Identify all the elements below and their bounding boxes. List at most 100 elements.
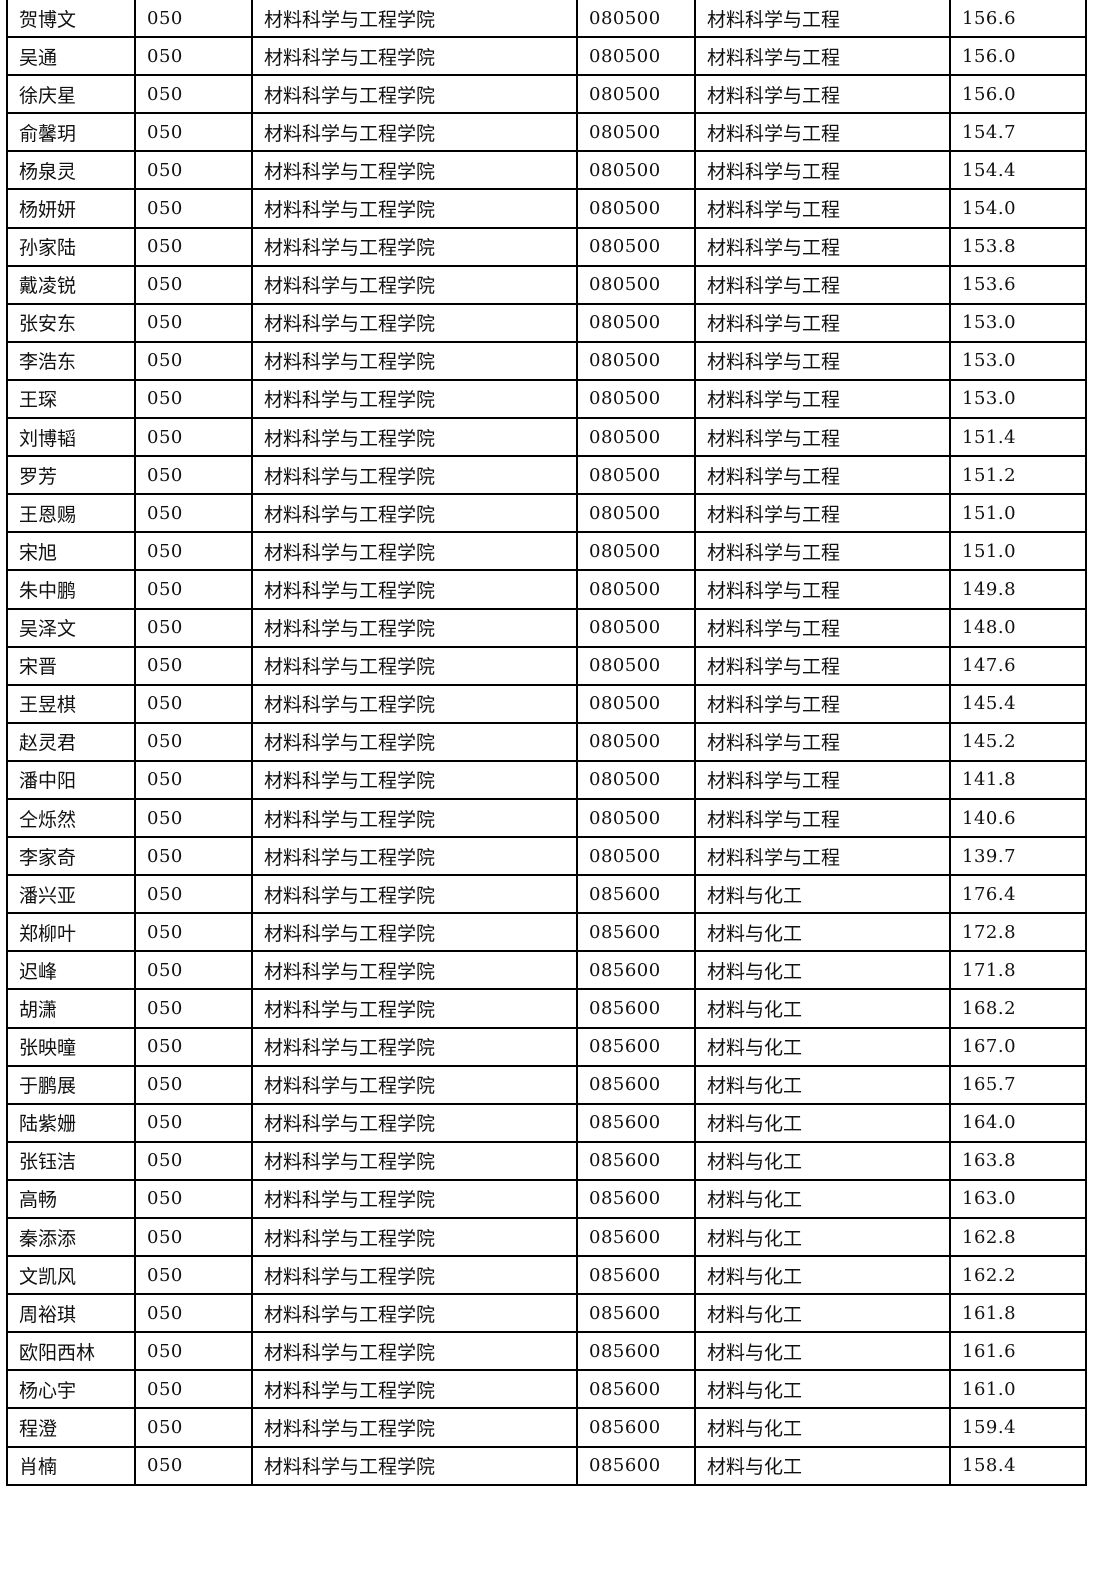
score-cell: 168.2 <box>949 988 1087 1029</box>
student-name-cell: 胡潇 <box>6 988 136 1029</box>
school-code-cell: 050 <box>134 531 253 572</box>
major-name-cell: 材料与化工 <box>694 1064 951 1105</box>
school-code-cell: 050 <box>134 950 253 991</box>
score-table: 贺博文 050 材料科学与工程学院 080500 材料科学与工程 156.6 吴通 050 材料… <box>6 0 1087 1486</box>
score-cell: 156.0 <box>949 36 1087 77</box>
school-code-cell: 050 <box>134 378 253 420</box>
school-name-cell: 材料科学与工程学院 <box>251 417 578 458</box>
table-row: 张钰洁 050 材料科学与工程学院 085600 材料与化工 163.8 <box>6 1140 1087 1181</box>
student-name-cell: 戴凌锐 <box>6 264 136 305</box>
school-code-cell: 050 <box>134 645 253 686</box>
table-row: 于鹏展 050 材料科学与工程学院 085600 材料与化工 165.7 <box>6 1064 1087 1105</box>
major-name-cell: 材料与化工 <box>694 1293 951 1334</box>
student-name-cell: 高畅 <box>6 1178 136 1220</box>
student-name-cell: 杨妍妍 <box>6 188 136 229</box>
score-cell: 154.0 <box>949 188 1087 229</box>
student-name-cell: 迟峰 <box>6 950 136 991</box>
school-code-cell: 050 <box>134 150 253 191</box>
major-code-cell: 085600 <box>576 950 696 991</box>
major-name-cell: 材料与化工 <box>694 874 951 915</box>
major-code-cell: 080500 <box>576 417 696 458</box>
major-code-cell: 085600 <box>576 1445 696 1486</box>
school-code-cell: 050 <box>134 1331 253 1372</box>
school-code-cell: 050 <box>134 683 253 724</box>
table-row: 郑柳叶 050 材料科学与工程学院 085600 材料与化工 172.8 <box>6 912 1087 953</box>
student-name-cell: 张安东 <box>6 302 136 343</box>
major-name-cell: 材料科学与工程 <box>694 683 951 724</box>
major-name-cell: 材料与化工 <box>694 1140 951 1181</box>
school-name-cell: 材料科学与工程学院 <box>251 683 578 724</box>
score-table-body: 贺博文 050 材料科学与工程学院 080500 材料科学与工程 156.6 吴通 050 材料… <box>6 0 1087 1486</box>
score-cell: 171.8 <box>949 950 1087 991</box>
table-row: 吴泽文 050 材料科学与工程学院 080500 材料科学与工程 148.0 <box>6 607 1087 648</box>
school-name-cell: 材料科学与工程学院 <box>251 1369 578 1410</box>
major-code-cell: 085600 <box>576 1331 696 1372</box>
table-row: 文凯风 050 材料科学与工程学院 085600 材料与化工 162.2 <box>6 1255 1087 1296</box>
score-cell: 164.0 <box>949 1102 1087 1143</box>
major-name-cell: 材料科学与工程 <box>694 797 951 839</box>
school-name-cell: 材料科学与工程学院 <box>251 226 578 267</box>
school-name-cell: 材料科学与工程学院 <box>251 340 578 381</box>
student-name-cell: 王昱棋 <box>6 683 136 724</box>
school-name-cell: 材料科学与工程学院 <box>251 721 578 762</box>
school-code-cell: 050 <box>134 188 253 229</box>
school-code-cell: 050 <box>134 1255 253 1296</box>
student-name-cell: 潘兴亚 <box>6 874 136 915</box>
school-code-cell: 050 <box>134 836 253 877</box>
table-row: 俞馨玥 050 材料科学与工程学院 080500 材料科学与工程 154.7 <box>6 112 1087 153</box>
major-name-cell: 材料科学与工程 <box>694 455 951 496</box>
table-row: 杨心宇 050 材料科学与工程学院 085600 材料与化工 161.0 <box>6 1369 1087 1410</box>
score-cell: 153.0 <box>949 302 1087 343</box>
school-code-cell: 050 <box>134 226 253 267</box>
student-name-cell: 李家奇 <box>6 836 136 877</box>
score-cell: 162.8 <box>949 1216 1087 1258</box>
student-name-cell: 朱中鹏 <box>6 569 136 610</box>
major-code-cell: 080500 <box>576 302 696 343</box>
school-code-cell: 050 <box>134 493 253 534</box>
major-name-cell: 材料科学与工程 <box>694 417 951 458</box>
school-name-cell: 材料科学与工程学院 <box>251 1445 578 1486</box>
major-code-cell: 080500 <box>576 74 696 115</box>
major-code-cell: 080500 <box>576 836 696 877</box>
student-name-cell: 贺博文 <box>6 0 136 39</box>
major-code-cell: 085600 <box>576 1255 696 1296</box>
table-row: 王琛 050 材料科学与工程学院 080500 材料科学与工程 153.0 <box>6 378 1087 420</box>
major-name-cell: 材料科学与工程 <box>694 112 951 153</box>
school-name-cell: 材料科学与工程学院 <box>251 378 578 420</box>
major-name-cell: 材料科学与工程 <box>694 378 951 420</box>
major-code-cell: 080500 <box>576 759 696 800</box>
major-code-cell: 080500 <box>576 455 696 496</box>
major-name-cell: 材料与化工 <box>694 1026 951 1067</box>
table-row: 仝烁然 050 材料科学与工程学院 080500 材料科学与工程 140.6 <box>6 797 1087 839</box>
school-name-cell: 材料科学与工程学院 <box>251 1216 578 1258</box>
student-name-cell: 吴泽文 <box>6 607 136 648</box>
school-code-cell: 050 <box>134 264 253 305</box>
student-name-cell: 于鹏展 <box>6 1064 136 1105</box>
major-code-cell: 085600 <box>576 1178 696 1220</box>
major-code-cell: 085600 <box>576 1064 696 1105</box>
student-name-cell: 俞馨玥 <box>6 112 136 153</box>
table-row: 贺博文 050 材料科学与工程学院 080500 材料科学与工程 156.6 <box>6 0 1087 39</box>
student-name-cell: 周裕琪 <box>6 1293 136 1334</box>
table-row: 潘兴亚 050 材料科学与工程学院 085600 材料与化工 176.4 <box>6 874 1087 915</box>
score-cell: 172.8 <box>949 912 1087 953</box>
school-name-cell: 材料科学与工程学院 <box>251 36 578 77</box>
major-code-cell: 085600 <box>576 1216 696 1258</box>
school-name-cell: 材料科学与工程学院 <box>251 759 578 800</box>
major-name-cell: 材料科学与工程 <box>694 836 951 877</box>
score-cell: 153.6 <box>949 264 1087 305</box>
major-name-cell: 材料与化工 <box>694 912 951 953</box>
student-name-cell: 宋晋 <box>6 645 136 686</box>
school-name-cell: 材料科学与工程学院 <box>251 797 578 839</box>
major-code-cell: 085600 <box>576 1140 696 1181</box>
school-code-cell: 050 <box>134 1140 253 1181</box>
school-name-cell: 材料科学与工程学院 <box>251 302 578 343</box>
school-code-cell: 050 <box>134 1026 253 1067</box>
table-row: 肖楠 050 材料科学与工程学院 085600 材料与化工 158.4 <box>6 1445 1087 1486</box>
school-name-cell: 材料科学与工程学院 <box>251 493 578 534</box>
student-name-cell: 张映曈 <box>6 1026 136 1067</box>
school-name-cell: 材料科学与工程学院 <box>251 569 578 610</box>
student-name-cell: 欧阳西林 <box>6 1331 136 1372</box>
table-row: 杨泉灵 050 材料科学与工程学院 080500 材料科学与工程 154.4 <box>6 150 1087 191</box>
major-name-cell: 材料与化工 <box>694 988 951 1029</box>
